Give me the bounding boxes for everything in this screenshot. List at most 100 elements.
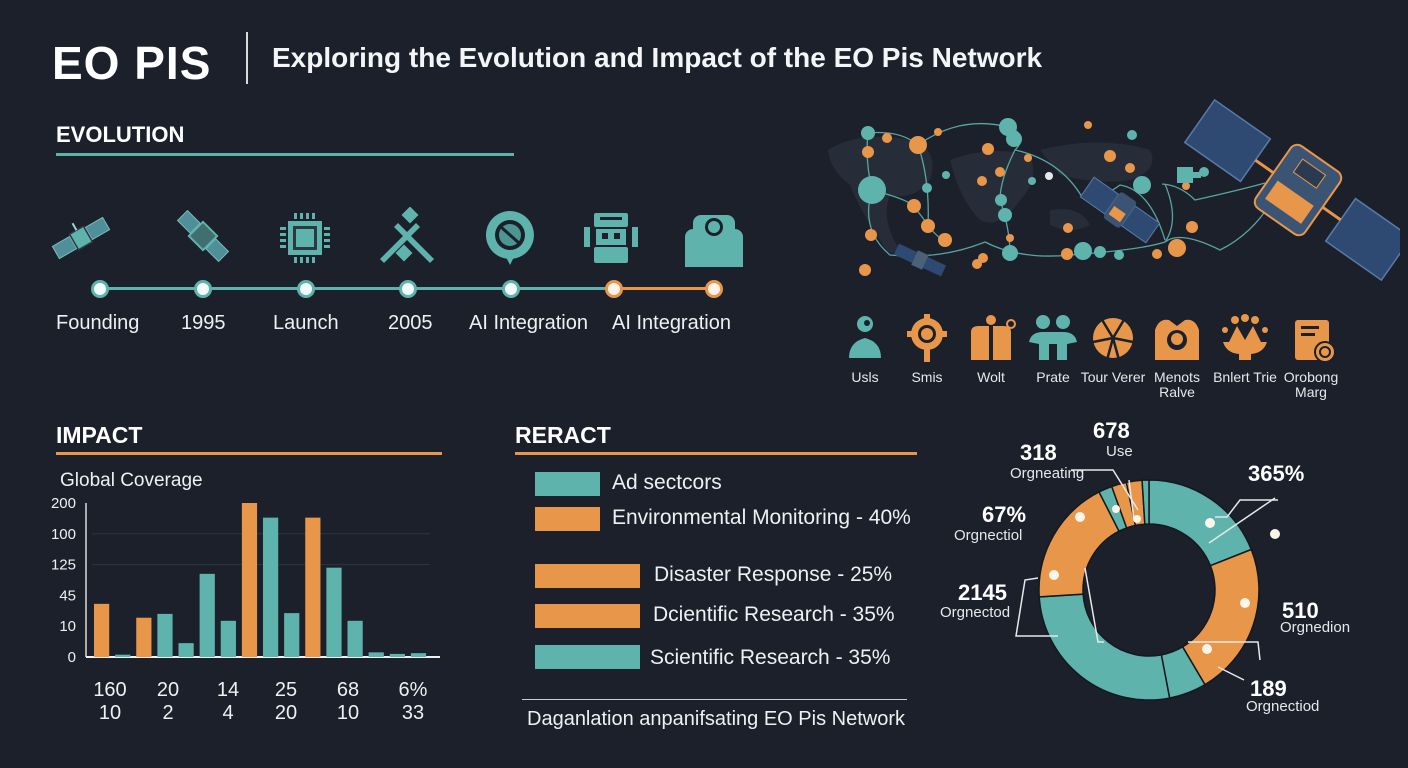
annotation-dot: [1240, 598, 1250, 608]
role-item[interactable]: Wolt: [956, 312, 1026, 385]
annotation-dot: [1270, 529, 1280, 539]
y-tick-label: 45: [59, 587, 76, 604]
brand-title: EO PIS: [52, 37, 212, 89]
role-label: Menots Ralve: [1154, 369, 1200, 400]
role-item[interactable]: Tour Verer: [1078, 312, 1148, 385]
satellite-icon: [176, 209, 230, 263]
bar: [136, 617, 152, 657]
annotation-dot: [1112, 505, 1120, 513]
y-tick-label: 10: [59, 618, 76, 635]
donut-label-value: 67%: [982, 502, 1026, 527]
timeline-node-founding[interactable]: [91, 280, 109, 298]
annotation-dot: [1205, 518, 1215, 528]
role-label: Orobong Marg: [1283, 369, 1339, 400]
timeline-label: Founding: [56, 312, 140, 334]
role-item[interactable]: Menots Ralve: [1142, 312, 1212, 400]
role-label: Smis: [911, 369, 943, 385]
annotation-leader: [1188, 641, 1261, 661]
role-label: Wolt: [977, 369, 1005, 385]
legend-label: Scientific Research - 35%: [650, 646, 891, 669]
donut-slice: [1181, 548, 1260, 686]
timeline-label: AI Integration: [469, 312, 588, 334]
donut-slice: [1038, 593, 1171, 701]
donut-label-value: 678: [1093, 418, 1130, 443]
timeline-node-2005[interactable]: [399, 280, 417, 298]
annotation-dot: [1133, 515, 1141, 523]
footer-divider: [522, 699, 907, 700]
timeline-node-future[interactable]: [705, 280, 723, 298]
annotation-leader: [1071, 469, 1139, 511]
y-tick-label: 125: [51, 557, 76, 574]
bar: [220, 620, 236, 657]
x-tick-label: 20: [157, 679, 179, 701]
x-tick-label: 4: [222, 702, 233, 724]
timeline-node-1995[interactable]: [194, 280, 212, 298]
role-item[interactable]: Orobong Marg: [1276, 312, 1346, 400]
donut-label-value: 2145: [958, 580, 1007, 605]
role-label: Bnlert Trie: [1213, 369, 1277, 385]
y-tick-label: 100: [51, 526, 76, 543]
role-item[interactable]: Usls: [830, 312, 900, 385]
annotation-dot: [1049, 570, 1059, 580]
timeline-node-launch[interactable]: [297, 280, 315, 298]
building-icon: [971, 315, 1016, 360]
y-tick-label: 0: [68, 649, 76, 666]
timeline-node-ai-integration-2[interactable]: [605, 280, 623, 298]
role-label: Usls: [851, 369, 879, 385]
world-map-icon: [828, 136, 1153, 254]
timeline-label: Launch: [273, 312, 339, 334]
document-badge-icon: [1295, 320, 1336, 363]
donut-label-sub: Orgnectiod: [1246, 698, 1319, 715]
donut-label-sub: Use: [1106, 443, 1133, 460]
bar: [115, 654, 131, 657]
footer-caption: Daganlation anpanifsating EO Pis Network: [527, 708, 905, 730]
bar: [157, 613, 173, 657]
timeline-label: 2005: [388, 312, 433, 334]
donut-label-value: 189: [1250, 676, 1287, 701]
x-tick-label: 20: [275, 702, 297, 724]
annotation-leader: [1217, 666, 1245, 681]
legend-swatch-orange: [535, 507, 600, 531]
legend-label: Dcientific Research - 35%: [653, 603, 895, 626]
network-nodes: [858, 118, 1209, 276]
donut-label-sub: Orgneating: [1010, 465, 1084, 482]
legend-swatch-orange: [535, 604, 640, 628]
bar: [241, 503, 258, 657]
timeline-node-ai-integration[interactable]: [502, 280, 520, 298]
role-item[interactable]: Bnlert Trie: [1210, 312, 1280, 385]
role-item[interactable]: Prate: [1018, 312, 1088, 385]
donut-slice: [1141, 479, 1150, 525]
donut-chart: 365% 510 Orgnedion 189 Orgnectiod 2145 O…: [940, 418, 1350, 715]
role-item[interactable]: Smis: [892, 312, 962, 385]
timeline-label: AI Integration: [612, 312, 731, 334]
legend-label: Ad sectcors: [612, 471, 722, 494]
x-tick-label: 68: [337, 679, 359, 701]
reract-title: RERACT: [515, 422, 611, 448]
annotation-dot: [1075, 512, 1085, 522]
impact-title: IMPACT: [56, 422, 143, 448]
legend-swatch-teal: [535, 645, 640, 669]
page-subtitle: Exploring the Evolution and Impact of th…: [272, 42, 1043, 73]
legend-label: Environmental Monitoring - 40%: [612, 506, 911, 529]
map-pin-icon: [485, 211, 534, 265]
bar: [94, 603, 110, 657]
y-tick-label: 200: [51, 495, 76, 512]
role-label: Prate: [1036, 369, 1070, 385]
annotation-leader: [1084, 567, 1104, 643]
satellite-small-icon: [1079, 176, 1161, 244]
annotation-leader: [1015, 577, 1058, 637]
annotation-leader: [1208, 497, 1276, 544]
evolution-title: EVOLUTION: [56, 122, 185, 147]
person-silhouette-icon: [685, 215, 743, 267]
donut-slice: [1148, 479, 1253, 567]
bar: [326, 567, 342, 657]
x-tick-label: 10: [337, 702, 359, 724]
legend-label: Disaster Response - 25%: [654, 563, 893, 586]
bar: [263, 517, 279, 657]
bar: [305, 517, 321, 657]
bar: [410, 653, 427, 657]
donut-label-sub: Orgnedion: [1280, 619, 1350, 636]
evolution-rule: [56, 153, 514, 156]
reract-rule: [515, 452, 917, 455]
